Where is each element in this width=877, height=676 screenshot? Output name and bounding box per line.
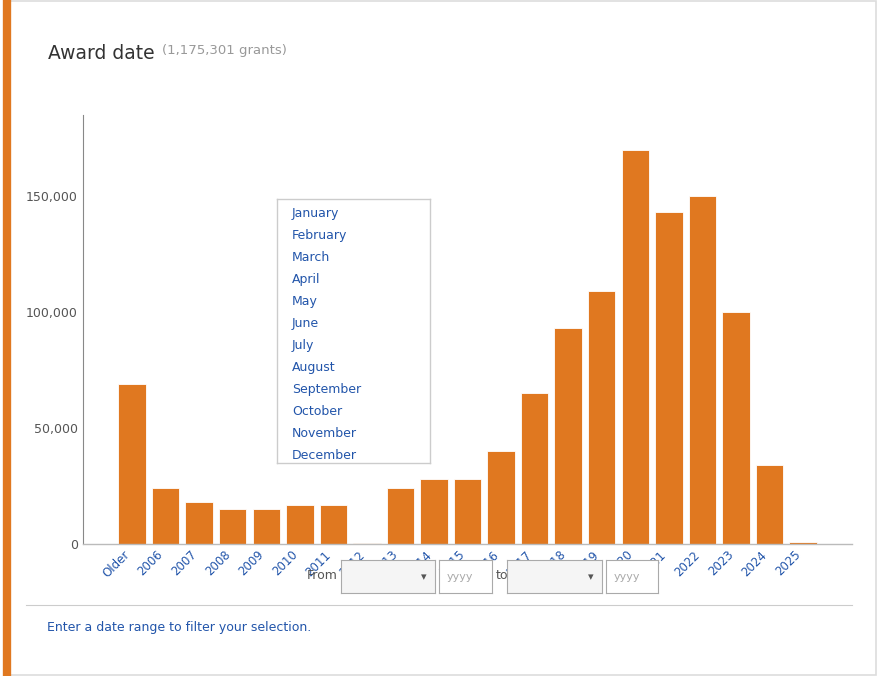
Bar <box>688 196 716 544</box>
Text: March: March <box>292 251 330 264</box>
Text: August: August <box>292 361 335 374</box>
Bar <box>218 510 246 544</box>
Text: December: December <box>292 449 357 462</box>
Text: February: February <box>292 229 347 242</box>
Bar <box>152 489 179 544</box>
Bar <box>788 542 816 544</box>
Bar <box>319 505 346 544</box>
Text: January: January <box>292 208 339 220</box>
Bar <box>755 465 782 544</box>
Text: April: April <box>292 273 320 286</box>
Text: May: May <box>292 295 317 308</box>
Text: ▾: ▾ <box>588 572 593 581</box>
Text: Enter a date range to filter your selection.: Enter a date range to filter your select… <box>46 621 310 633</box>
Bar <box>286 505 313 544</box>
Text: to: to <box>496 569 508 583</box>
Text: October: October <box>292 405 342 418</box>
Text: Award date: Award date <box>48 44 154 63</box>
Bar <box>621 149 648 544</box>
Text: ▾: ▾ <box>421 572 426 581</box>
Bar <box>353 543 381 544</box>
Text: November: November <box>292 427 357 440</box>
Bar <box>185 502 213 544</box>
Bar <box>588 291 615 544</box>
Text: September: September <box>292 383 360 396</box>
Bar <box>253 510 280 544</box>
Bar <box>553 329 581 544</box>
Text: yyyy: yyyy <box>446 572 473 581</box>
Bar <box>386 489 414 544</box>
Bar <box>520 393 548 544</box>
Bar <box>654 212 681 544</box>
Text: (1,175,301 grants): (1,175,301 grants) <box>162 44 287 57</box>
Bar <box>487 452 514 544</box>
Bar <box>420 479 447 544</box>
Text: yyyy: yyyy <box>613 572 639 581</box>
Text: July: July <box>292 339 314 352</box>
Bar <box>721 312 749 544</box>
Text: From: From <box>307 569 338 583</box>
Text: June: June <box>292 317 318 330</box>
Bar <box>453 479 481 544</box>
Bar <box>118 384 146 544</box>
